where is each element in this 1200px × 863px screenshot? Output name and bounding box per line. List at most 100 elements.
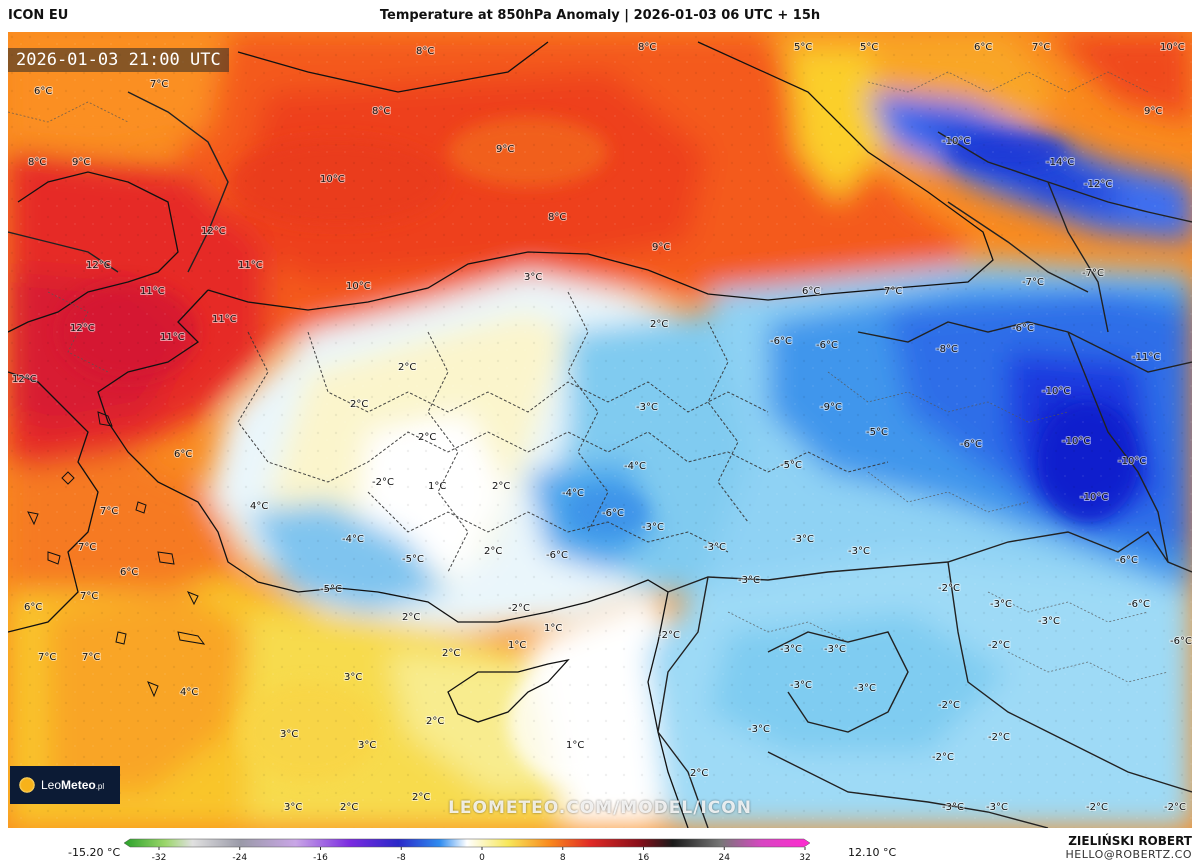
temperature-label: -3°C [824, 644, 846, 655]
colorbar-tick-label: -8 [397, 853, 406, 863]
colorbar-tick-label: -16 [313, 853, 328, 863]
temperature-label: 2°C [442, 648, 460, 659]
temperature-label: 9°C [652, 242, 670, 253]
temperature-label: 7°C [82, 652, 100, 663]
temperature-label: -2°C [372, 477, 394, 488]
temperature-label: 10°C [1160, 42, 1185, 53]
temperature-label: 10°C [320, 174, 345, 185]
valid-time-stamp: 2026-01-03 21:00 UTC [8, 48, 229, 72]
colorbar-tick-label: 8 [560, 853, 566, 863]
model-name: ICON EU [8, 8, 69, 23]
temperature-label: 3°C [358, 740, 376, 751]
colorbar-tick-label: 0 [479, 853, 485, 863]
temperature-label: -2°C [658, 630, 680, 641]
temperature-label: -11°C [1132, 352, 1160, 363]
temperature-label: 12°C [70, 323, 95, 334]
temperature-label: -3°C [792, 534, 814, 545]
temperature-label: -10°C [1042, 386, 1070, 397]
temperature-label: -8°C [936, 344, 958, 355]
leometeo-logo[interactable]: LeoMeteo.pl [10, 766, 120, 804]
temperature-label: 6°C [174, 449, 192, 460]
temperature-label: 9°C [1144, 106, 1162, 117]
chart-title: Temperature at 850hPa Anomaly | 2026-01-… [379, 8, 821, 23]
logo-text: LeoMeteo.pl [41, 778, 105, 792]
temperature-label: 4°C [250, 501, 268, 512]
colorbar-ramp [123, 838, 811, 848]
temperature-label: -6°C [1012, 323, 1034, 334]
temperature-label: 11°C [140, 286, 165, 297]
temperature-label: 8°C [28, 157, 46, 168]
temperature-label: 2°C [484, 546, 502, 557]
author-name: ZIELIŃSKI ROBERT [1068, 834, 1192, 848]
temperature-label: -2°C [1164, 802, 1186, 813]
temperature-label: -3°C [942, 802, 964, 813]
temperature-label: 2°C [350, 399, 368, 410]
temperature-label: -2°C [932, 752, 954, 763]
temperature-label: -3°C [1038, 616, 1060, 627]
temperature-label: 7°C [884, 286, 902, 297]
temperature-label: 8°C [372, 106, 390, 117]
temperature-label: -3°C [704, 542, 726, 553]
colorbar-tick-label: 24 [719, 853, 731, 863]
temperature-labels: 8°C 8°C 5°C 5°C 6°C 7°C 10°C 6°C 7°C 8°C 8°C 9°C 9°C… [11, 41, 1192, 814]
temperature-label: 9°C [496, 144, 514, 155]
temperature-label: 1°C [508, 640, 526, 651]
temperature-label: 2°C [412, 792, 430, 803]
temperature-label: 2°C [340, 802, 358, 813]
temperature-label: -5°C [402, 554, 424, 565]
islands [27, 411, 206, 698]
temperature-label: 2°C [650, 319, 668, 330]
temperature-label: 4°C [180, 687, 198, 698]
temperature-label: 3°C [284, 802, 302, 813]
temperature-label: -10°C [942, 136, 970, 147]
coastlines [8, 41, 994, 828]
temperature-label: 7°C [100, 506, 118, 517]
temperature-label: 12°C [201, 226, 226, 237]
temperature-label: -2°C [988, 640, 1010, 651]
temperature-label: 10°C [346, 281, 371, 292]
colorbar-tick-label: 32 [799, 853, 810, 863]
colorbar-tick-label: 16 [638, 853, 650, 863]
temperature-label: 6°C [802, 286, 820, 297]
country-borders [8, 91, 1192, 828]
watermark-url: LEOMETEO.COM/MODEL/ICON [448, 798, 752, 818]
temperature-label: 7°C [80, 591, 98, 602]
temperature-label: -6°C [546, 550, 568, 561]
temperature-label: 12°C [12, 374, 37, 385]
temperature-label: 9°C [72, 157, 90, 168]
temperature-label: 7°C [78, 542, 96, 553]
temperature-label: 3°C [344, 672, 362, 683]
field-texture [8, 32, 1192, 828]
temperature-label: 11°C [212, 314, 237, 325]
temperature-label: 1°C [566, 740, 584, 751]
author-email[interactable]: HELLO@ROBERTZ.CO [1065, 848, 1192, 861]
temperature-label: -7°C [1082, 268, 1104, 279]
temperature-label: -3°C [738, 575, 760, 586]
temperature-label: -2°C [938, 700, 960, 711]
temperature-label: -10°C [1080, 492, 1108, 503]
colorbar: -15.20 °C - [0, 834, 1200, 863]
temperature-label: -2°C [988, 732, 1010, 743]
temperature-label: 2°C [426, 716, 444, 727]
temperature-label: 6°C [34, 86, 52, 97]
colorbar-max-label: 12.10 °C [848, 846, 897, 859]
colorbar-tick-label: -32 [152, 853, 167, 863]
colorbar-ticks: -32 -24 -16 -8 0 8 16 24 32 [152, 847, 811, 863]
temperature-label: 6°C [120, 567, 138, 578]
temperature-label: 6°C [974, 42, 992, 53]
temperature-label: -3°C [990, 599, 1012, 610]
temperature-label: -6°C [1128, 599, 1150, 610]
temperature-label: -4°C [342, 534, 364, 545]
temperature-label: -3°C [854, 683, 876, 694]
temperature-label: 2°C [418, 432, 436, 443]
temperature-label: -3°C [780, 644, 802, 655]
temperature-label: 6°C [24, 602, 42, 613]
temperature-label: -6°C [1170, 636, 1192, 647]
temperature-label: 2°C [402, 612, 420, 623]
temperature-label: -3°C [748, 724, 770, 735]
temperature-label: 5°C [794, 42, 812, 53]
header: ICON EU Temperature at 850hPa Anomaly | … [0, 0, 1200, 32]
sun-logo-icon [18, 776, 36, 794]
temperature-label: 1°C [544, 623, 562, 634]
temperature-label: 3°C [280, 729, 298, 740]
